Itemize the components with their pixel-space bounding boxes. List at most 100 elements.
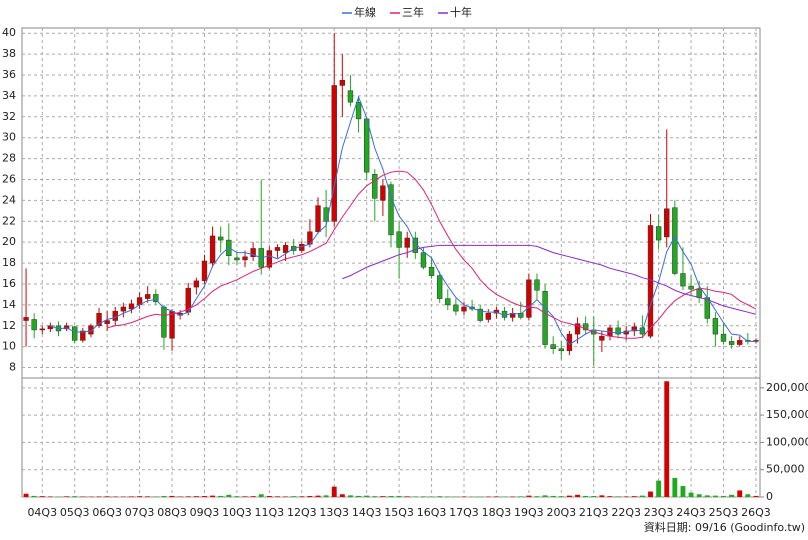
x-tick-label: 11Q3 [255,506,285,519]
volume-bar [218,495,224,497]
x-tick-label: 14Q3 [352,506,382,519]
y-tick-label: 34 [2,89,16,102]
volume-bar [623,496,629,497]
volume-bar [169,495,175,497]
volume-bar [672,477,678,497]
y-tick-label: 24 [2,193,16,206]
candle-body [655,226,662,241]
y2-tick-label: 0 [766,490,773,503]
candle-body [234,257,240,261]
y-tick-label: 28 [2,152,16,165]
legend-label: 十年 [450,5,472,19]
y-tick-label: 14 [2,298,16,311]
candle-body [453,304,459,312]
volume-bar [161,496,167,497]
x-tick-label: 17Q3 [449,506,479,519]
candle-body [331,85,337,222]
candle-body [445,298,451,306]
volume-bar [380,496,386,497]
candle-body [664,208,670,238]
candle-body [631,326,637,332]
candle-body [169,310,175,339]
candle-body [720,333,727,342]
candle-body [404,237,410,248]
x-tick-label: 26Q3 [741,506,771,519]
x-tick-label: 07Q3 [125,506,155,519]
x-tick-label: 24Q3 [676,506,706,519]
volume-bar [745,494,751,497]
volume-bar [283,496,289,497]
y-tick-label: 26 [2,172,16,185]
y-tick-label: 40 [2,26,16,39]
volume-bar [348,495,353,497]
volume-bar [193,496,199,497]
volume-bar [226,494,232,497]
volume-bar [566,495,572,497]
y-tick-label: 8 [9,361,16,374]
volume-bar [583,495,589,497]
volume-bar [23,493,29,497]
x-tick-label: 06Q3 [92,506,122,519]
candle-body [80,330,86,341]
volume-bar [421,496,426,497]
volume-bar [550,495,556,497]
candle-body [72,326,78,341]
volume-bar [412,496,418,497]
candle-body [518,312,524,318]
candle-body [339,79,346,86]
candle-body [88,325,94,335]
volume-bar [688,492,694,497]
x-tick-label: 16Q3 [417,506,447,519]
x-tick-label: 13Q3 [319,506,349,519]
y-tick-label: 16 [2,277,16,290]
volume-bar [753,495,759,497]
candle-body [250,248,256,258]
x-tick-label: 23Q3 [644,506,674,519]
volume-bar [591,496,597,497]
volume-bar [526,495,532,497]
ma-line [107,170,757,339]
candle-body [39,328,45,331]
candle-body [380,185,386,201]
candle-body [550,344,556,349]
volume-bar [704,495,710,497]
candle-body [218,236,224,241]
candle-body [161,306,167,338]
x-tick-label: 19Q3 [514,506,544,519]
volume-bar [558,496,564,497]
volume-bar [266,496,272,497]
volume-bar [664,381,670,497]
volume-bar [72,496,78,497]
volume-bar [648,491,653,497]
x-tick-label: 20Q3 [546,506,576,519]
ma-line [50,95,756,346]
y-tick-label: 12 [2,319,16,332]
volume-bar [372,496,378,497]
volume-bar [542,495,548,497]
candle-body [209,235,216,264]
candle-body [201,260,208,282]
volume-bar [210,495,216,497]
candle-body [574,323,581,335]
candle-body [680,273,686,287]
x-tick-label: 21Q3 [579,506,609,519]
candle-body [388,184,394,236]
candle-body [582,323,589,331]
y-tick-label: 18 [2,256,16,269]
x-tick-label: 09Q3 [190,506,220,519]
volume-bar [615,496,621,497]
volume-bar [356,495,361,497]
volume-bar [339,494,345,497]
plot-area [21,27,761,498]
volume-bar [104,496,110,497]
volume-bar [656,480,662,497]
x-tick-label: 12Q3 [287,506,317,519]
candle-body [274,247,281,251]
candle-body [696,288,702,298]
candle-body [534,279,540,291]
candle-body [153,294,159,302]
x-tick-label: 05Q3 [60,506,90,519]
candle-body [355,101,362,120]
candle-body [526,279,532,318]
